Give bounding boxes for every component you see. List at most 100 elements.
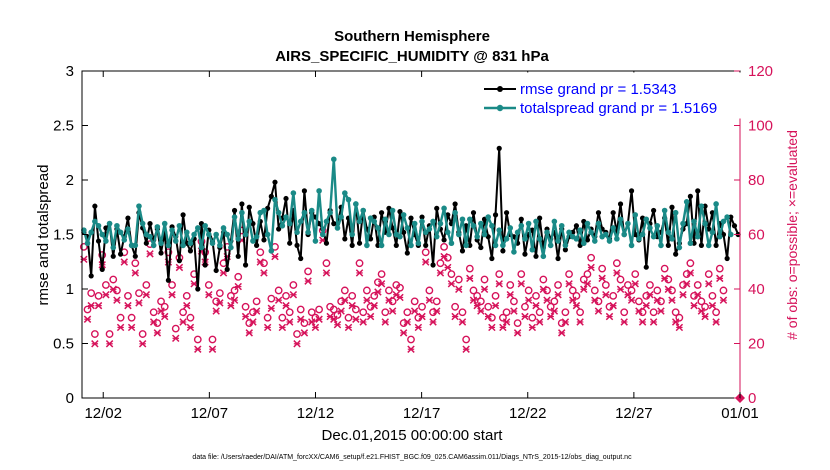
rmse-point [430, 262, 436, 268]
totalspread-point [492, 242, 499, 249]
obs-possible-point [432, 297, 441, 306]
totalspread-point [536, 236, 543, 242]
obs-evaluated-point [208, 345, 217, 353]
totalspread-point [92, 218, 98, 225]
totalspread-point [595, 220, 602, 227]
obs-evaluated-point [83, 315, 92, 323]
right-y-tick-label: 40 [748, 281, 765, 298]
obs-possible-point [675, 313, 684, 322]
obs-possible-point [535, 308, 544, 317]
totalspread-point [459, 216, 466, 223]
obs-evaluated-point [517, 280, 526, 288]
totalspread-point [698, 203, 705, 209]
obs-evaluated-point [425, 296, 434, 304]
rmse-point [537, 215, 543, 221]
rmse-point [125, 215, 131, 221]
obs-possible-point [539, 275, 548, 284]
obs-evaluated-point [293, 340, 301, 348]
obs-possible-point [671, 308, 680, 317]
obs-possible-point [94, 291, 103, 300]
obs-possible-point [469, 286, 478, 295]
obs-possible-point [601, 281, 610, 289]
obs-possible-point [719, 286, 728, 295]
rmse-point [423, 242, 429, 248]
obs-possible-point [590, 286, 599, 295]
rmse-point [408, 215, 414, 221]
obs-possible-point [587, 253, 596, 262]
obs-possible-point [510, 297, 518, 306]
obs-evaluated-point [455, 285, 463, 294]
totalspread-point [194, 225, 201, 231]
obs-possible-point [447, 270, 456, 278]
obs-possible-point [230, 286, 239, 295]
rmse-point [367, 236, 374, 242]
obs-evaluated-point [697, 307, 706, 315]
totalspread-point [728, 231, 734, 238]
totalspread-point [158, 240, 164, 247]
totalspread-point [106, 220, 113, 227]
obs-evaluated-point [521, 312, 529, 321]
obs-possible-point [215, 289, 224, 298]
obs-evaluated-point [638, 318, 647, 326]
rmse-point [235, 253, 241, 259]
obs-evaluated-point [374, 288, 382, 296]
obs-possible-point [653, 286, 662, 295]
totalspread-point [426, 226, 433, 232]
obs-evaluated-point [304, 277, 312, 285]
rmse-point [187, 248, 194, 254]
totalspread-point [220, 225, 227, 231]
rmse-point [287, 240, 293, 246]
rmse-point [378, 210, 385, 216]
obs-possible-point [87, 289, 96, 298]
obs-evaluated-point [671, 318, 680, 326]
obs-evaluated-point [131, 269, 140, 277]
obs-evaluated-point [135, 299, 143, 307]
obs-possible-point [307, 308, 316, 317]
obs-possible-point [646, 281, 654, 289]
obs-evaluated-point [660, 274, 669, 283]
obs-possible-point [451, 302, 460, 311]
rmse-point [610, 210, 616, 216]
obs-possible-point [550, 297, 559, 306]
obs-possible-point [410, 297, 419, 306]
obs-evaluated-point [153, 329, 162, 337]
totalspread-point [433, 233, 440, 240]
obs-evaluated-point [613, 269, 621, 277]
totalspread-point [687, 240, 694, 247]
obs-evaluated-point [260, 269, 268, 277]
obs-evaluated-point [230, 296, 239, 304]
obs-evaluated-point [300, 329, 309, 337]
rmse-point [452, 201, 458, 207]
rmse-point [518, 216, 524, 222]
obs-evaluated-point [407, 345, 415, 353]
obs-possible-point [565, 270, 573, 278]
obs-evaluated-point [705, 280, 713, 288]
totalspread-point [665, 229, 672, 236]
obs-possible-point [616, 275, 625, 284]
totalspread-point [540, 253, 547, 260]
rmse-point [202, 262, 208, 268]
obs-evaluated-point [289, 290, 298, 299]
obs-possible-point [491, 291, 500, 300]
obs-evaluated-point [686, 269, 695, 277]
obs-evaluated-point [94, 301, 103, 310]
obs-evaluated-point [190, 280, 198, 288]
y-tick-label: 2.5 [53, 118, 74, 135]
obs-evaluated-point [241, 312, 250, 321]
obs-possible-point [234, 272, 243, 281]
obs-possible-point [186, 313, 195, 322]
obs-possible-point [465, 264, 474, 273]
rmse-point [731, 223, 738, 229]
totalspread-point [551, 218, 558, 225]
obs-possible-point [546, 302, 555, 311]
rmse-point [643, 264, 649, 270]
obs-evaluated-point [381, 318, 389, 326]
totalspread-point [139, 220, 146, 227]
totalspread-point [478, 220, 484, 227]
totalspread-point [463, 242, 469, 249]
totalspread-point [709, 229, 716, 236]
obs-possible-point [348, 291, 357, 300]
obs-possible-point [403, 308, 412, 317]
totalspread-point [305, 229, 311, 236]
totalspread-point [702, 220, 708, 227]
